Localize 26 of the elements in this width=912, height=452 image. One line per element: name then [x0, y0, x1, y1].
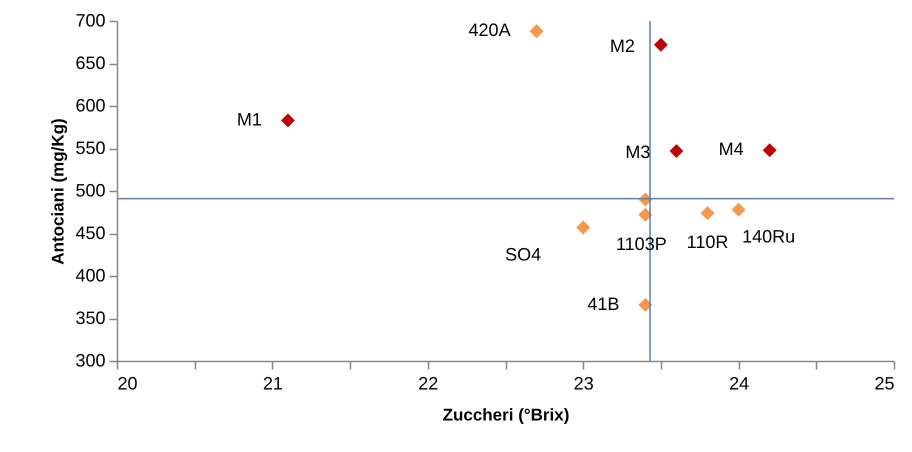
y-tick-label: 550 — [75, 138, 106, 158]
annotation: M4 — [718, 139, 744, 160]
annotation: 41B — [587, 294, 620, 314]
y-axis-title: Antociani (mg/Kg) — [48, 118, 68, 265]
x-tick-label: 21 — [262, 374, 283, 394]
y-tick-label: 700 — [75, 10, 106, 30]
x-tick-label: 23 — [574, 374, 594, 394]
y-tick-label: 450 — [75, 223, 106, 243]
x-tick-label: 25 — [874, 374, 894, 394]
x-tick-label: 22 — [418, 374, 438, 394]
y-tick-label: 400 — [75, 266, 106, 286]
y-tick-label: 650 — [75, 53, 106, 73]
annotation: M3 — [625, 142, 650, 162]
x-axis-title: Zuccheri (°Brix) — [442, 406, 570, 424]
y-tick-label: 500 — [75, 180, 106, 200]
x-tick-label: 24 — [729, 374, 750, 394]
annotation: 140Ru — [742, 226, 796, 247]
x-tick-label: 20 — [118, 374, 138, 394]
annotation: 110R — [686, 232, 728, 252]
y-tick-label: 600 — [75, 96, 106, 116]
annotation: M2 — [610, 36, 635, 56]
annotation: 420A — [468, 20, 511, 40]
annotation: M1 — [236, 109, 262, 130]
y-tick-label: 300 — [75, 350, 106, 370]
annotation: SO4 — [505, 244, 542, 265]
y-tick-label: 350 — [75, 308, 106, 328]
